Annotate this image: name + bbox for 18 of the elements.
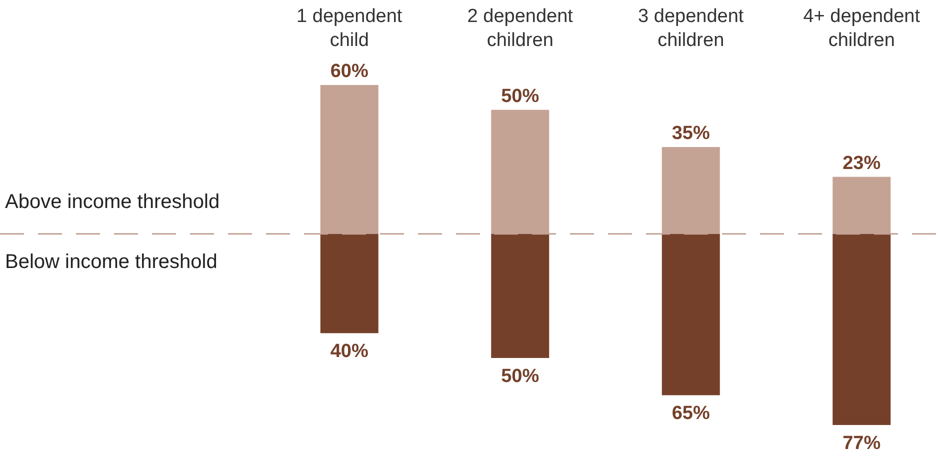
data-label: 35% — [672, 123, 710, 144]
data-label: 23% — [842, 152, 881, 174]
bar — [320, 234, 378, 334]
text: Above income threshold — [5, 190, 220, 213]
data-label: 50% — [501, 86, 540, 107]
x-tick-label: 1 dependent child — [296, 6, 403, 51]
annotation: 77% — [842, 433, 881, 454]
x-tick-label: 2 dependent children — [467, 6, 574, 51]
bar — [662, 234, 720, 396]
x-tick-label: 4+ dependent children — [803, 6, 921, 51]
bar — [832, 234, 891, 425]
bar — [491, 234, 550, 358]
annotation: 65% — [672, 403, 710, 424]
text: Below income threshold — [5, 250, 218, 273]
annotation: 50% — [501, 366, 540, 387]
x-tick-label: 3 dependent children — [638, 6, 744, 51]
annotation: 40% — [330, 341, 368, 362]
data-label: 60% — [330, 61, 368, 82]
